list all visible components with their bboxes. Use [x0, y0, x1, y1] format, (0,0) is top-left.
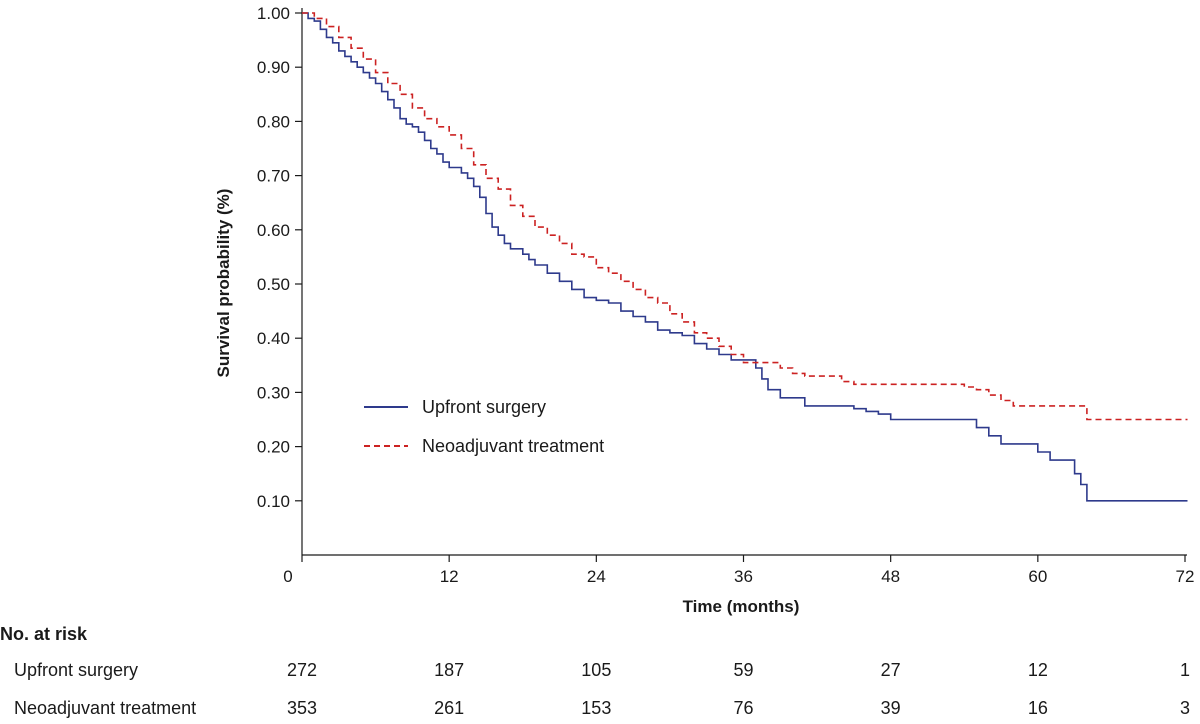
series-line-upfront-surgery: [302, 12, 1188, 502]
y-tick-label: 0.30: [257, 383, 290, 402]
y-tick-label: 0.40: [257, 329, 290, 348]
x-tick-label: 0: [283, 567, 292, 586]
series-line-neoadjuvant-treatment: [302, 12, 1188, 421]
risk-value: 187: [434, 660, 464, 680]
risk-value: 27: [881, 660, 901, 680]
legend-label-neoadjuvant-treatment: Neoadjuvant treatment: [422, 436, 604, 456]
risk-value: 261: [434, 698, 464, 718]
x-tick-label: 72: [1176, 567, 1195, 586]
risk-value: 59: [733, 660, 753, 680]
x-tick-label: 60: [1028, 567, 1047, 586]
risk-value: 16: [1028, 698, 1048, 718]
x-axis-title: Time (months): [683, 597, 800, 616]
risk-value: 1: [1180, 660, 1190, 680]
risk-value: 39: [881, 698, 901, 718]
y-tick-label: 0.50: [257, 275, 290, 294]
risk-value: 272: [287, 660, 317, 680]
y-tick-label: 0.90: [257, 58, 290, 77]
risk-value: 76: [733, 698, 753, 718]
risk-row-label-upfront-surgery: Upfront surgery: [14, 660, 138, 680]
series-layer: [302, 12, 1188, 502]
y-tick-label: 0.10: [257, 492, 290, 511]
x-tick-label: 24: [587, 567, 606, 586]
y-tick-label: 0.20: [257, 438, 290, 457]
risk-value: 105: [581, 660, 611, 680]
y-tick-label: 0.80: [257, 112, 290, 131]
risk-table-title: No. at risk: [0, 624, 88, 644]
x-tick-label: 36: [734, 567, 753, 586]
y-axis-title: Survival probability (%): [214, 189, 233, 378]
risk-value: 3: [1180, 698, 1190, 718]
x-tick-label: 48: [881, 567, 900, 586]
y-tick-label: 0.70: [257, 167, 290, 186]
risk-value: 153: [581, 698, 611, 718]
risk-values: 272 187 105 59 27 12 1 353 261 153 76 39 16 3: [287, 660, 1190, 718]
risk-table: No. at risk Upfront surgery Neoadjuvant …: [0, 624, 1190, 718]
legend-label-upfront-surgery: Upfront surgery: [422, 397, 546, 417]
y-tick-label: 1.00: [257, 4, 290, 23]
risk-row-label-neoadjuvant-treatment: Neoadjuvant treatment: [14, 698, 196, 718]
x-tick-label: 12: [440, 567, 459, 586]
axes: 0.10 0.20 0.30 0.40 0.50 0.60 0.70 0.80 0.90 1.00…: [257, 4, 1195, 586]
risk-value: 12: [1028, 660, 1048, 680]
risk-value: 353: [287, 698, 317, 718]
legend: Upfront surgery Neoadjuvant treatment: [364, 397, 604, 456]
y-tick-label: 0.60: [257, 221, 290, 240]
